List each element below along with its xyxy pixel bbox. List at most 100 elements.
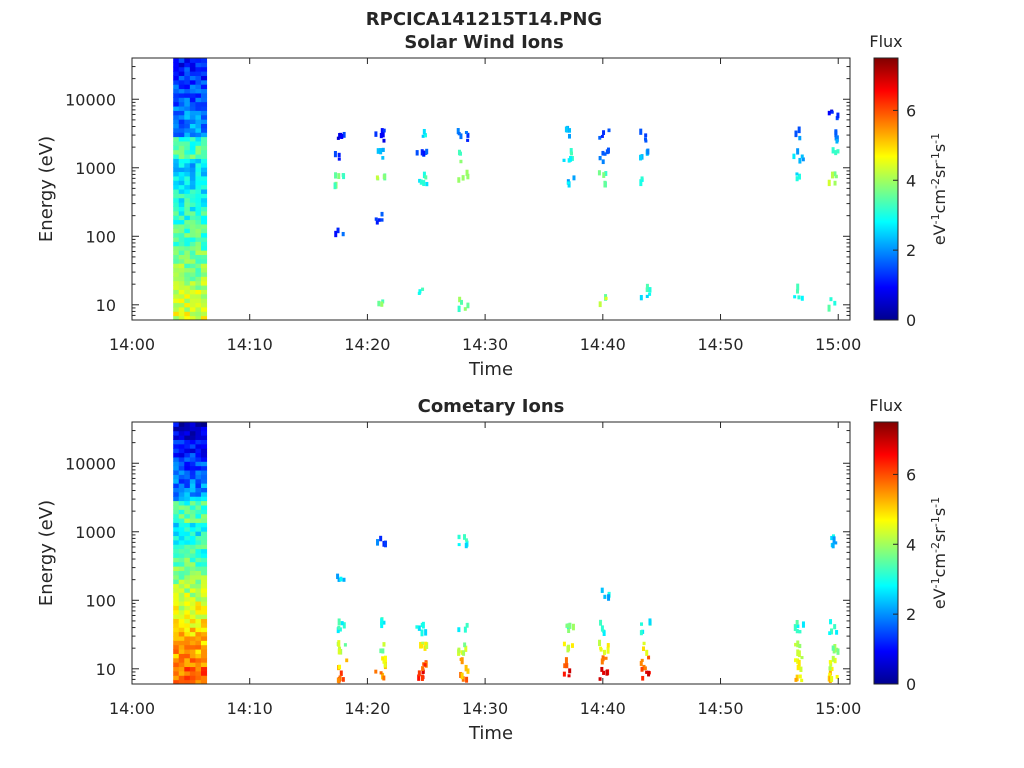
heatmap-cell xyxy=(184,483,191,488)
heatmap-cell xyxy=(178,448,185,454)
heatmap-cell xyxy=(189,439,196,445)
heatmap-cell xyxy=(189,180,196,186)
heatmap-cell xyxy=(173,311,180,317)
heatmap-cell xyxy=(200,439,208,445)
heatmap-cell xyxy=(189,110,196,116)
heatmap-cell xyxy=(380,218,384,222)
heatmap-cell xyxy=(603,180,607,188)
heatmap-cell xyxy=(189,644,196,650)
heatmap-cell xyxy=(184,496,191,502)
heatmap-cell xyxy=(178,614,185,619)
heatmap-cell xyxy=(189,535,196,541)
plot-frame xyxy=(131,57,851,321)
heatmap-cell xyxy=(184,123,191,129)
heatmap-cell xyxy=(195,627,202,633)
heatmap-cell xyxy=(830,676,834,682)
heatmap-cell xyxy=(457,627,461,633)
panel-solar-wind: Solar Wind Ions 14:00 14:10 14:20 14:30 14:4… xyxy=(36,32,949,380)
heatmap-cell xyxy=(200,289,208,295)
heatmap-cell xyxy=(195,210,202,216)
heatmap-cell xyxy=(200,618,208,624)
colorbar-tick-label: 2 xyxy=(906,241,916,260)
heatmap-cell xyxy=(200,223,208,229)
y-tick-label: 10000 xyxy=(65,454,116,473)
heatmap-cell xyxy=(195,561,202,567)
heatmap-cell xyxy=(189,184,196,190)
heatmap-cell xyxy=(195,171,202,177)
heatmap-cell xyxy=(200,206,208,212)
heatmap-cell xyxy=(173,422,180,427)
x-tick-label: 14:40 xyxy=(580,699,626,718)
heatmap-cell xyxy=(376,148,380,154)
heatmap-cell xyxy=(178,596,185,602)
heatmap-cell xyxy=(601,159,605,165)
heatmap-cell xyxy=(195,106,202,111)
heatmap-cell xyxy=(195,430,202,436)
heatmap-cell xyxy=(189,75,196,81)
heatmap-cell xyxy=(827,179,831,187)
heatmap-cell xyxy=(184,267,191,273)
heatmap-cell xyxy=(178,79,185,85)
heatmap-cell xyxy=(457,149,461,156)
heatmap-cell xyxy=(178,197,185,203)
heatmap-cell xyxy=(178,631,185,637)
heatmap-cell xyxy=(200,491,208,497)
heatmap-cell xyxy=(641,675,645,681)
heatmap-cell xyxy=(195,435,202,440)
heatmap-cell xyxy=(173,670,180,676)
heatmap-cell xyxy=(189,285,196,290)
heatmap-cell xyxy=(382,642,386,647)
y-axis-label: Energy (eV) xyxy=(36,136,57,242)
heatmap-cell xyxy=(195,622,202,628)
heatmap-cell xyxy=(200,478,208,484)
heatmap-cell xyxy=(184,75,191,81)
colorbar-ticks: 0 2 4 6 xyxy=(893,465,916,694)
heatmap-cell xyxy=(178,518,185,523)
heatmap-cell xyxy=(173,276,180,282)
heatmap-cell xyxy=(382,174,386,180)
heatmap-cell xyxy=(184,570,191,576)
heatmap-cell xyxy=(189,605,196,611)
heatmap-cell xyxy=(173,167,180,173)
heatmap-cell xyxy=(424,629,428,636)
heatmap-cell xyxy=(189,679,196,685)
heatmap-cell xyxy=(184,245,191,251)
heatmap-cell xyxy=(173,579,180,585)
heatmap-cell xyxy=(195,228,202,234)
heatmap-cell xyxy=(200,245,208,251)
heatmap-cell xyxy=(178,491,185,497)
heatmap-cell xyxy=(195,215,202,221)
heatmap-cell xyxy=(184,276,191,282)
heatmap-cell xyxy=(178,127,185,133)
heatmap-cell xyxy=(458,296,462,303)
heatmap-cell xyxy=(568,622,572,629)
heatmap-cell xyxy=(189,149,196,155)
heatmap-cell xyxy=(382,620,386,625)
heatmap-cell xyxy=(178,509,185,515)
heatmap-cell xyxy=(424,133,428,138)
heatmap-cell xyxy=(173,574,180,580)
heatmap-cell xyxy=(195,145,202,151)
heatmap-cell xyxy=(195,631,202,637)
heatmap-cell xyxy=(796,658,800,664)
heatmap-cell xyxy=(379,671,383,675)
heatmap-cell xyxy=(173,435,180,440)
heatmap-cell xyxy=(173,496,180,502)
heatmap-cell xyxy=(597,170,601,176)
heatmap-cell xyxy=(184,430,191,436)
heatmap-cell xyxy=(200,97,208,103)
heatmap-cell xyxy=(598,156,602,161)
heatmap-cell xyxy=(565,623,569,627)
heatmap-cell xyxy=(200,662,208,668)
heatmap-cell xyxy=(173,430,180,436)
heatmap-cell xyxy=(380,128,384,135)
heatmap-cell xyxy=(178,644,185,650)
heatmap-cell xyxy=(189,189,196,194)
heatmap-cell xyxy=(195,88,202,94)
heatmap-cell xyxy=(189,193,196,199)
heatmap-cell xyxy=(200,679,208,685)
heatmap-cell xyxy=(184,587,191,593)
heatmap-cell xyxy=(200,605,208,611)
heatmap-cell xyxy=(570,156,574,161)
heatmap-cell xyxy=(195,500,202,506)
